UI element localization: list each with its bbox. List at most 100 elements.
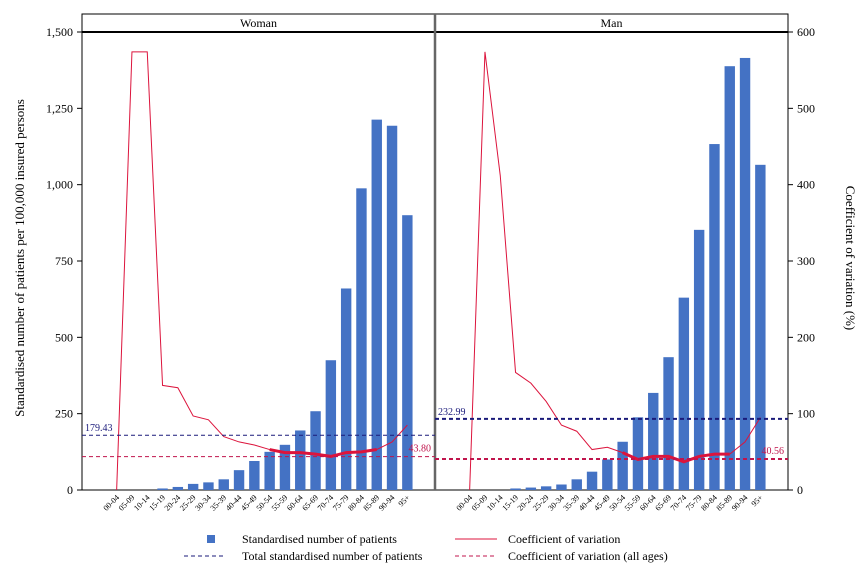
y2-axis-label: Coefficient of variation (%) [843,186,858,331]
bar [709,144,720,491]
x-tick-label: 50-54 [607,493,627,513]
x-tick-label: 70-74 [669,493,689,513]
bar [632,417,644,490]
x-tick-label: 80-84 [346,493,366,513]
x-tick-label: 20-24 [516,493,536,513]
x-tick-label: 65-69 [300,493,320,513]
bar [402,215,413,490]
legend-cv-label: Coefficient of variation [508,532,620,546]
bar [371,119,382,490]
bar [295,430,306,490]
total-label: 179.43 [85,423,113,434]
x-tick-label: 30-34 [193,493,213,513]
bar [264,451,275,490]
y2-tick-label: 0 [797,483,803,497]
x-tick-label: 45-49 [592,493,612,513]
legend: Standardised number of patients Coeffici… [184,532,668,563]
x-tick-label: 70-74 [316,493,336,513]
x-tick-label: 75-79 [684,493,704,513]
x-tick-label: 35-39 [562,493,582,513]
y-tick-label: 250 [55,407,73,421]
legend-bar-swatch [207,535,215,543]
bar [586,471,598,490]
x-tick-label: 05-09 [117,493,137,513]
x-tick-label: 60-64 [285,493,305,513]
x-tick-label: 10-14 [132,493,152,513]
cv-line-highlight [269,448,377,458]
total-label: 232.99 [438,407,466,418]
x-tick-label: 20-24 [163,493,183,513]
x-tick-label: 00-04 [101,493,121,513]
x-tick-label: 35-39 [209,493,229,513]
y2-tick-label: 500 [797,101,815,115]
bar [617,441,628,490]
x-tick-label: 25-29 [531,493,551,513]
panel-title: Woman [240,16,277,30]
y2-tick-label: 200 [797,330,815,344]
bar [525,487,537,490]
y-axis-title: Standardised number of patients per 100,… [12,99,27,417]
x-tick-label: 65-69 [653,493,673,513]
x-tick-label: 55-59 [623,493,643,513]
y2-tick-label: 100 [797,407,815,421]
x-tick-label: 90-94 [377,493,397,513]
bar [218,479,229,490]
bar [724,66,735,491]
cv-all-label: 40.56 [762,446,785,457]
x-tick-label: 95+ [397,493,413,509]
bar [157,488,168,490]
panel-woman: Woman 00-0405-0910-1415-1920-2425-2930-34… [82,16,435,513]
y-tick-label: 1,000 [46,178,73,192]
x-tick-label: 15-19 [500,493,520,513]
bar [340,288,352,490]
y-tick-label: 1,500 [46,25,73,39]
legend-cv-all-label: Coefficient of variation (all ages) [508,549,668,563]
x-tick-label: 85-89 [362,493,382,513]
bar [172,486,184,490]
x-tick-label: 75-79 [331,493,351,513]
bar [187,483,199,490]
x-tick-label: 25-29 [178,493,198,513]
bar [203,482,214,490]
y2-axis-title: Coefficient of variation (%) [843,186,858,331]
x-tick-label: 10-14 [485,493,505,513]
y-tick-label: 500 [55,330,73,344]
x-tick-label: 40-44 [577,493,597,513]
cv-all-label: 43.80 [409,444,432,455]
panel-man: Man 00-0405-0910-1415-1920-2425-2930-3435… [435,16,788,513]
bar [233,470,245,490]
x-tick-label: 30-34 [546,493,566,513]
bar [739,57,751,490]
bar [540,486,552,490]
bar [386,125,398,490]
x-tick-label: 55-59 [270,493,290,513]
bar [678,297,690,490]
x-tick-label: 80-84 [699,493,719,513]
plot-area: 0 250 500 750 1,000 1,250 1,500 0 100 200 300 400 50… [46,13,815,513]
x-tick-label: 50-54 [254,493,274,513]
bar [663,357,674,490]
x-tick-label: 45-49 [239,493,259,513]
bar [755,164,766,490]
bar [249,460,260,490]
y2-tick-label: 400 [797,178,815,192]
bar [556,484,567,490]
x-tick-label: 00-04 [454,493,474,513]
bar [571,479,582,490]
bar [356,188,367,490]
x-tick-label: 85-89 [715,493,735,513]
panel-title: Man [601,16,623,30]
x-tick-label: 05-09 [470,493,490,513]
x-tick-label: 15-19 [147,493,167,513]
y2-tick-label: 300 [797,254,815,268]
legend-bars-label: Standardised number of patients [242,532,397,546]
y-tick-label: 0 [67,483,73,497]
x-tick-label: 60-64 [638,493,658,513]
bar [648,392,659,490]
bar [602,459,613,490]
y-tick-label: 1,250 [46,101,73,115]
bar [693,229,705,490]
legend-total-label: Total standardised number of patients [242,549,423,563]
y-tick-label: 750 [55,254,73,268]
